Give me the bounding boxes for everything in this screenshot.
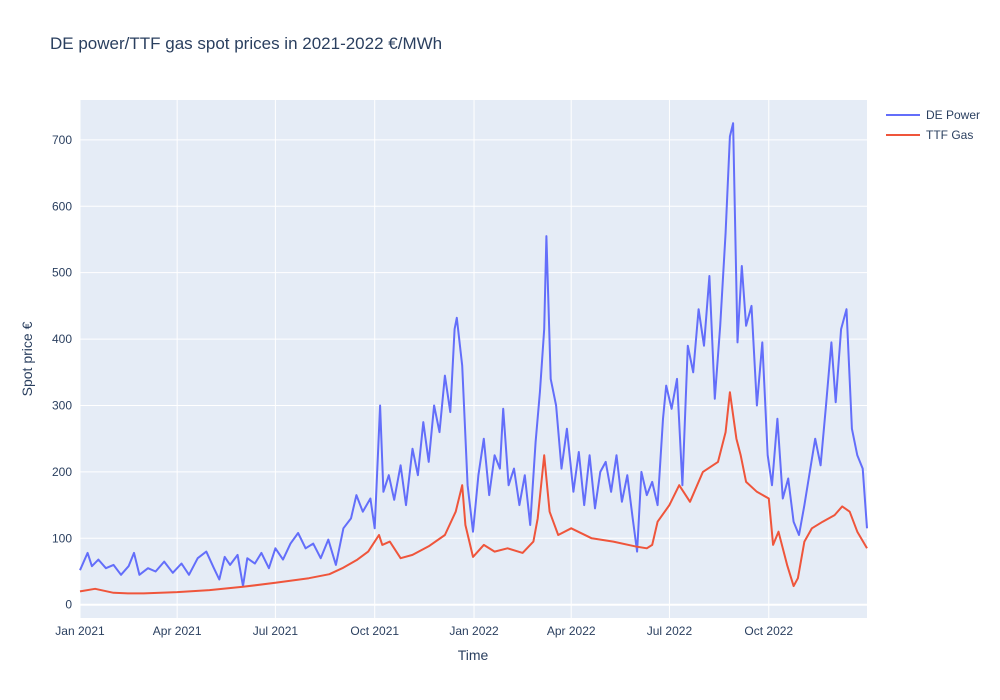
y-tick-label: 700 [52, 133, 72, 147]
grid-lines [79, 100, 867, 618]
series-lines [79, 122, 868, 595]
x-tick-label: Apr 2021 [153, 624, 202, 638]
x-tick-label: Jul 2022 [647, 624, 693, 638]
legend-swatch-ttf-gas [886, 134, 920, 136]
series-line-ttf-gas [79, 391, 868, 595]
y-axis-ticks: 0 100 200 300 400 500 600 700 [52, 133, 72, 612]
y-tick-label: 0 [65, 598, 72, 612]
x-tick-label: Jan 2021 [55, 624, 105, 638]
legend-label-ttf-gas: TTF Gas [926, 128, 974, 142]
x-tick-label: Jan 2022 [449, 624, 499, 638]
legend-label-de-power: DE Power [926, 108, 981, 122]
legend: DE Power TTF Gas [886, 105, 980, 145]
y-tick-label: 600 [52, 199, 72, 213]
y-tick-label: 100 [52, 531, 72, 545]
y-axis-title: Spot price € [19, 321, 35, 396]
x-tick-label: Apr 2022 [547, 624, 596, 638]
x-tick-label: Oct 2021 [350, 624, 399, 638]
chart-title: DE power/TTF gas spot prices in 2021-202… [50, 34, 443, 53]
x-tick-label: Jul 2021 [253, 624, 299, 638]
legend-item-de-power[interactable]: DE Power [886, 105, 980, 125]
y-tick-label: 400 [52, 332, 72, 346]
x-axis-title: Time [458, 647, 489, 663]
legend-item-ttf-gas[interactable]: TTF Gas [886, 125, 980, 145]
y-tick-label: 500 [52, 266, 72, 280]
x-tick-label: Oct 2022 [744, 624, 793, 638]
y-tick-label: 200 [52, 465, 72, 479]
x-axis-ticks: Jan 2021 Apr 2021 Jul 2021 Oct 2021 Jan 2022… [55, 624, 793, 638]
legend-swatch-de-power [886, 114, 920, 116]
plot-area [80, 100, 867, 618]
y-tick-label: 300 [52, 398, 72, 412]
